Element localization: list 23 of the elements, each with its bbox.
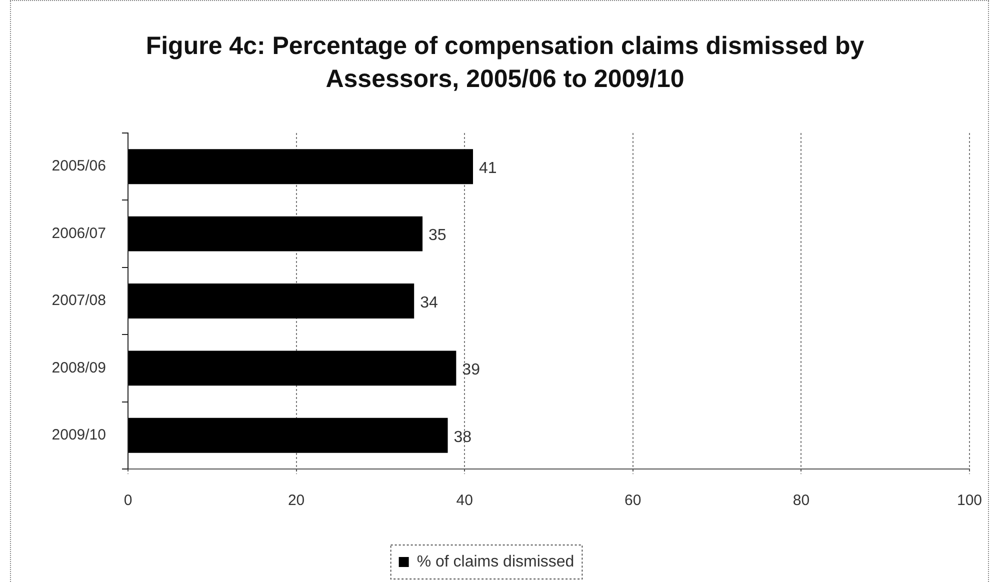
- chart-title: Figure 4c: Percentage of compensation claims dismissed by Assessors, 2005/06 to 2009/10: [144, 31, 866, 95]
- legend-label: % of claims dismissed: [416, 553, 574, 570]
- data-label: 41: [479, 160, 497, 178]
- x-tick-label: 80: [792, 492, 810, 510]
- x-tick-label: 40: [456, 492, 473, 510]
- x-tick-label: 60: [624, 492, 642, 510]
- data-label: 38: [454, 428, 472, 446]
- x-tick-label: 20: [288, 492, 305, 510]
- x-tick-label: 0: [124, 492, 132, 510]
- y-tick-label: 2006/07: [52, 224, 106, 242]
- y-tick-label: 2005/06: [52, 158, 106, 175]
- bar: [128, 149, 474, 184]
- bar: [128, 284, 414, 318]
- y-tick-label: 2007/08: [52, 292, 106, 310]
- bar: [128, 216, 423, 252]
- bar: [128, 418, 448, 453]
- data-label: 34: [420, 294, 438, 312]
- bar: [128, 350, 456, 386]
- x-tick-label: 100: [956, 492, 982, 510]
- y-tick-label: 2008/09: [52, 359, 106, 376]
- data-label: 35: [428, 227, 446, 244]
- y-tick-label: 2009/10: [52, 426, 106, 444]
- data-label: 39: [462, 362, 480, 379]
